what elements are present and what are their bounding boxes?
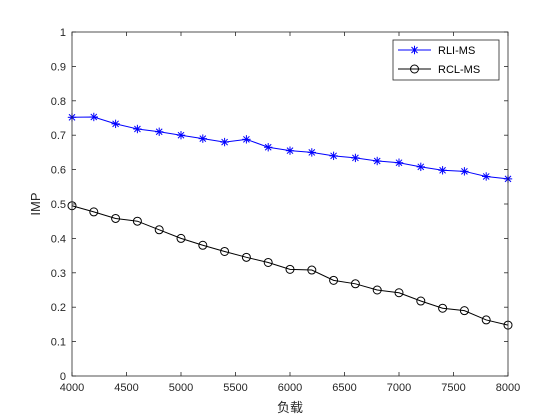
series-0-point-8-d2 <box>243 135 250 143</box>
series-1-point-16 <box>416 296 426 306</box>
series-1-point-13 <box>350 279 360 289</box>
series-0-point-19-d2 <box>482 173 490 180</box>
legend-label-1: RCL-MS <box>438 64 480 76</box>
series-1-point-11 <box>307 265 317 275</box>
series-1-point-15 <box>394 288 404 298</box>
series-1-point-8 <box>241 252 251 262</box>
series-1-point-19 <box>481 315 491 325</box>
series-0-point-9-d2 <box>264 143 272 151</box>
series-0-point-5 <box>176 131 186 140</box>
y-tick-label-2: 0.2 <box>51 302 66 314</box>
series-1-point-17 <box>438 303 448 313</box>
series-line-1 <box>71 205 509 326</box>
legend-box <box>392 39 500 81</box>
series-0-point-1-d2 <box>90 113 98 121</box>
y-tick-label-5: 0.5 <box>51 199 66 211</box>
x-tick-label-6: 7000 <box>387 382 411 394</box>
y-tick-label-10: 1 <box>60 27 66 39</box>
x-tick-label-2: 5000 <box>169 382 193 394</box>
series-1-point-7 <box>220 246 230 256</box>
x-axis-label: 负载 <box>277 400 303 415</box>
y-axis-label: IMP <box>28 192 43 215</box>
y-tick-label-7: 0.7 <box>51 130 66 142</box>
series-1-point-6 <box>198 240 208 250</box>
series-0-point-10 <box>285 146 295 155</box>
series-0-point-19 <box>482 172 491 181</box>
series-1-point-10 <box>285 264 295 274</box>
series-0-point-12 <box>329 151 338 161</box>
y-tick-label-6: 0.6 <box>51 165 66 177</box>
series-0-point-12-d2 <box>330 152 337 160</box>
series-0-point-9 <box>264 143 273 152</box>
series-0-point-6 <box>198 134 207 143</box>
plot-area <box>72 32 508 376</box>
series-0-point-14-d2 <box>373 157 381 165</box>
series-0-point-16 <box>416 162 425 172</box>
series-group <box>67 112 513 330</box>
series-0-point-5-d2 <box>177 131 185 139</box>
series-0-point-18-d2 <box>461 167 468 175</box>
series-0-point-13-d2 <box>352 154 359 162</box>
series-0-point-14 <box>373 156 382 166</box>
series-0-point-3 <box>133 124 142 134</box>
series-0-point-10-d2 <box>286 147 294 155</box>
series-0-point-2 <box>111 119 120 129</box>
series-0-point-16-d2 <box>417 163 425 171</box>
series-1-point-2 <box>111 213 121 223</box>
x-tick-label-0: 4000 <box>60 382 84 394</box>
y-tick-label-0: 0 <box>60 371 66 383</box>
y-tick-label-1: 0.1 <box>51 337 66 349</box>
y-tick-label-8: 0.8 <box>51 96 66 108</box>
series-0-point-15-d2 <box>395 159 403 167</box>
x-tick-label-3: 5500 <box>223 382 247 394</box>
series-0-point-11-d2 <box>308 149 316 156</box>
legend-marker-1 <box>410 64 419 74</box>
axes: 4000 4500 5000 5500 6000 6500 7000 7500 8000 0 0.1… <box>51 27 521 394</box>
series-0-point-17-d2 <box>439 166 446 174</box>
x-tick-label-1: 4500 <box>114 382 138 394</box>
x-tick-label-5: 6500 <box>332 382 356 394</box>
series-0-point-6-d2 <box>199 135 207 143</box>
legend-marker-0 <box>410 45 419 55</box>
series-0-point-4-d2 <box>155 128 163 136</box>
series-0-point-8 <box>242 135 251 144</box>
series-0-point-1 <box>89 112 98 122</box>
series-0-point-18 <box>460 167 469 176</box>
legend-label-0: RLI-MS <box>438 45 475 57</box>
series-1-point-18 <box>459 306 469 316</box>
y-tick-label-4: 0.4 <box>51 233 66 245</box>
series-0-point-11 <box>307 148 316 157</box>
series-0-point-7-d2 <box>221 138 228 146</box>
series-1-point-12 <box>329 275 339 285</box>
series-0-point-4 <box>155 127 164 136</box>
series-1-point-14 <box>372 285 382 295</box>
x-tick-label-8: 8000 <box>496 382 520 394</box>
series-0-point-13 <box>351 153 360 163</box>
legend-marker-0-d2 <box>411 46 418 54</box>
series-0-point-3-d2 <box>134 125 141 133</box>
series-0-point-15 <box>394 158 404 167</box>
series-1-point-4 <box>154 225 164 235</box>
series-0-point-2-d2 <box>112 120 119 128</box>
y-tick-label-9: 0.9 <box>51 61 66 73</box>
x-tick-label-7: 7500 <box>441 382 465 394</box>
series-1-point-9 <box>263 257 273 267</box>
x-tick-label-4: 6000 <box>278 382 302 394</box>
series-0-point-17 <box>438 166 447 175</box>
legend: RLI-MS RCL-MS <box>392 39 500 81</box>
plot-frame <box>71 31 509 377</box>
series-1-point-5 <box>176 233 186 243</box>
y-tick-label-3: 0.3 <box>51 268 66 280</box>
series-0-point-7 <box>220 137 229 147</box>
series-1-point-1 <box>89 207 99 217</box>
series-1-point-3 <box>132 216 142 226</box>
